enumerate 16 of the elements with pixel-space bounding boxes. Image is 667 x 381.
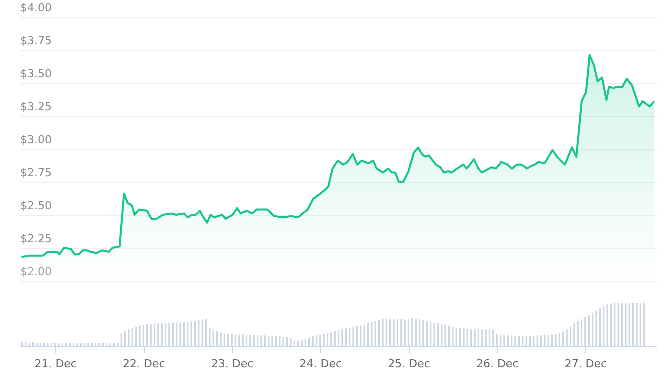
y-tick-label: $2.50 [20, 200, 52, 212]
x-tick-label: 23. Dec [211, 358, 254, 370]
y-tick-label: $4.00 [20, 2, 52, 14]
y-tick-label: $2.75 [20, 166, 52, 180]
y-tick-label: $2.00 [20, 266, 52, 278]
y-tick-label: $3.00 [20, 134, 52, 146]
x-tick-label: 25. Dec [388, 358, 430, 370]
x-tick-label: 27. Dec [564, 358, 608, 370]
x-tick-label: 26. Dec [476, 358, 519, 370]
y-tick-label: $3.25 [20, 100, 52, 114]
y-tick-label: $3.50 [20, 68, 52, 80]
y-tick-label: $3.75 [20, 34, 52, 48]
y-tick-label: $2.25 [20, 232, 52, 246]
x-tick-label: 22. Dec [123, 358, 166, 370]
x-tick-label: 21. Dec [34, 358, 77, 370]
x-tick-label: 24. Dec [300, 358, 342, 370]
